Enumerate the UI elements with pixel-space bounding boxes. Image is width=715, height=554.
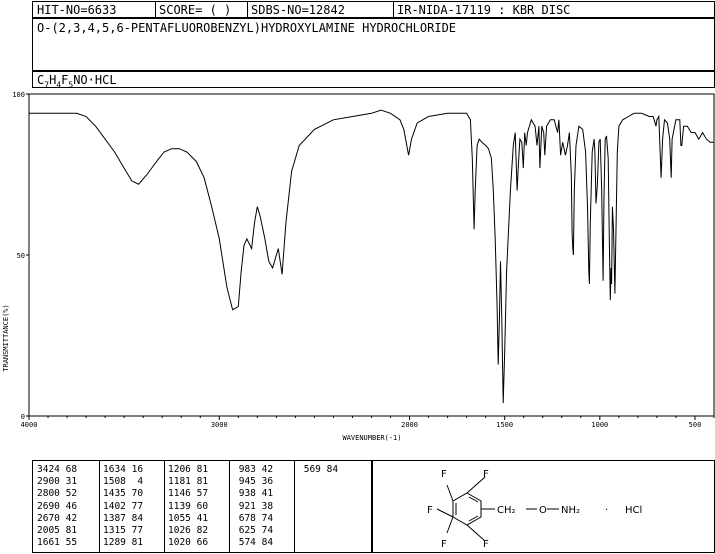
fluorine-label: F [441,539,447,550]
formula-subscript: 5 [68,80,74,90]
peak-entry: 2670 42 [37,512,78,524]
peak-entry: 983 42 [233,464,274,475]
dot-separator: · [605,505,608,516]
nh2-label: NH₂ [561,505,580,516]
peak-entry: 938 41 [233,488,274,500]
score: SCORE= ( ) [159,3,232,17]
peak-entry: 625 74 [233,525,274,537]
peak-entry: 1315 77 [103,525,144,537]
peak-entry: 945 36 [233,476,274,488]
peak-entry: 1139 60 [168,500,209,512]
peak-entry: 1146 57 [168,488,209,500]
peak-column: 569 84 [298,464,338,476]
formula-box: C7H4F5NO·HCL [32,71,715,89]
hit-number: HIT-NO=6633 [37,3,117,17]
y-tick-label: 50 [17,252,25,260]
x-tick-label: 1500 [496,421,513,429]
y-tick-label: 100 [12,91,25,99]
peak-entry: 1055 41 [168,512,209,524]
header-divider [247,2,248,17]
fluorine-label: F [483,469,489,480]
table-divider [99,461,100,552]
x-tick-label: 2000 [401,421,418,429]
compound-name: O-(2,3,4,5,6-PENTAFLUOROBENZYL)HYDROXYLA… [37,21,457,35]
table-divider [164,461,165,552]
formula-element: F [61,73,69,87]
x-tick-label: 4000 [21,421,38,429]
table-divider [294,461,295,552]
header-divider [155,2,156,17]
peak-entry: 569 84 [298,464,339,475]
formula-subscript: 7 [44,80,50,90]
bond [446,516,454,534]
formula-element: NO [73,73,88,87]
bond [466,476,486,494]
peak-entry: 2690 46 [37,500,78,512]
y-axis: 0 50 100 [12,91,29,421]
peak-entry: 1020 66 [168,537,209,549]
table-divider [229,461,230,552]
spectrum-trace [29,109,714,404]
peak-entry: 1661 55 [37,537,78,549]
peak-entry: 1508 4 [103,476,144,488]
peak-entry: 2800 52 [37,488,78,500]
fluorine-label: F [441,469,447,480]
bond [436,508,454,518]
x-tick-label: 500 [689,421,702,429]
peak-entry: 3424 68 [37,464,78,475]
fluorine-label: F [427,505,433,516]
peak-entry: 1289 81 [103,537,144,549]
y-axis-label: TRANSMITTANCE(%) [2,304,10,371]
ir-spectrum-chart: 0 50 100 4000 3000 2000 1500 1000 500 TRANSMITT… [2,91,715,442]
peak-entry: 1181 81 [168,476,209,488]
formula-subscript: 4 [56,80,62,90]
x-axis: 4000 3000 2000 1500 1000 500 [21,416,715,429]
fluorine-label: F [483,539,489,550]
formula-element: C [37,73,45,87]
peak-column: 3424 68 2900 31 2800 52 2690 46 2670 42 2005 … [37,464,77,549]
plot-frame [28,93,715,417]
bond [466,524,486,542]
molecule-structure: F F F F F CH₂ O NH₂ · HCl [427,469,642,550]
peak-entry: 574 84 [233,537,274,549]
peak-entry: 1026 82 [168,525,209,537]
header-bar: HIT-NO=6633 SCORE= ( ) SDBS-NO=12842 IR-… [32,1,715,18]
x-axis-label: WAVENUMBER(-1) [342,434,401,442]
peak-entry: 1435 70 [103,488,144,500]
peak-entry: 2005 81 [37,525,78,537]
ring-double-bond [468,515,479,522]
formula-element: H [49,73,57,87]
peak-entry: 1634 16 [103,464,144,475]
molecular-formula: C7H4F5NO·HCL [37,73,117,89]
peak-column: 1634 16 1508 4 1435 70 1402 77 1387 84 1315 7… [103,464,143,549]
bond [446,484,454,502]
peak-table: 3424 68 2900 31 2800 52 2690 46 2670 42 2005 … [32,460,372,553]
benzene-ring [452,492,482,526]
sdbs-number: SDBS-NO=12842 [251,3,345,17]
formula-element: ·HCL [87,73,117,87]
peak-entry: 1206 81 [168,464,209,475]
ch2-label: CH₂ [497,505,516,516]
peak-entry: 1387 84 [103,512,144,524]
ring-double-bond [468,496,479,503]
peak-column: 1206 81 1181 81 1146 57 1139 60 1055 41 1026 … [168,464,208,549]
x-tick-label: 3000 [211,421,228,429]
compound-name-box: O-(2,3,4,5,6-PENTAFLUOROBENZYL)HYDROXYLA… [32,18,715,71]
method-label: IR-NIDA-17119 : KBR DISC [397,3,571,17]
oxygen-label: O [539,505,547,516]
peak-entry: 678 74 [233,512,274,524]
peak-entry: 921 38 [233,500,274,512]
peak-column: 983 42 945 36 938 41 921 38 678 74 625 7… [233,464,273,549]
x-tick-label: 1000 [591,421,608,429]
header-divider [393,2,394,17]
structure-box: F F F F F CH₂ O NH₂ · HCl [372,460,715,553]
peak-entry: 2900 31 [37,476,78,488]
peak-entry: 1402 77 [103,500,144,512]
y-tick-label: 0 [21,413,25,421]
hcl-label: HCl [625,505,642,516]
